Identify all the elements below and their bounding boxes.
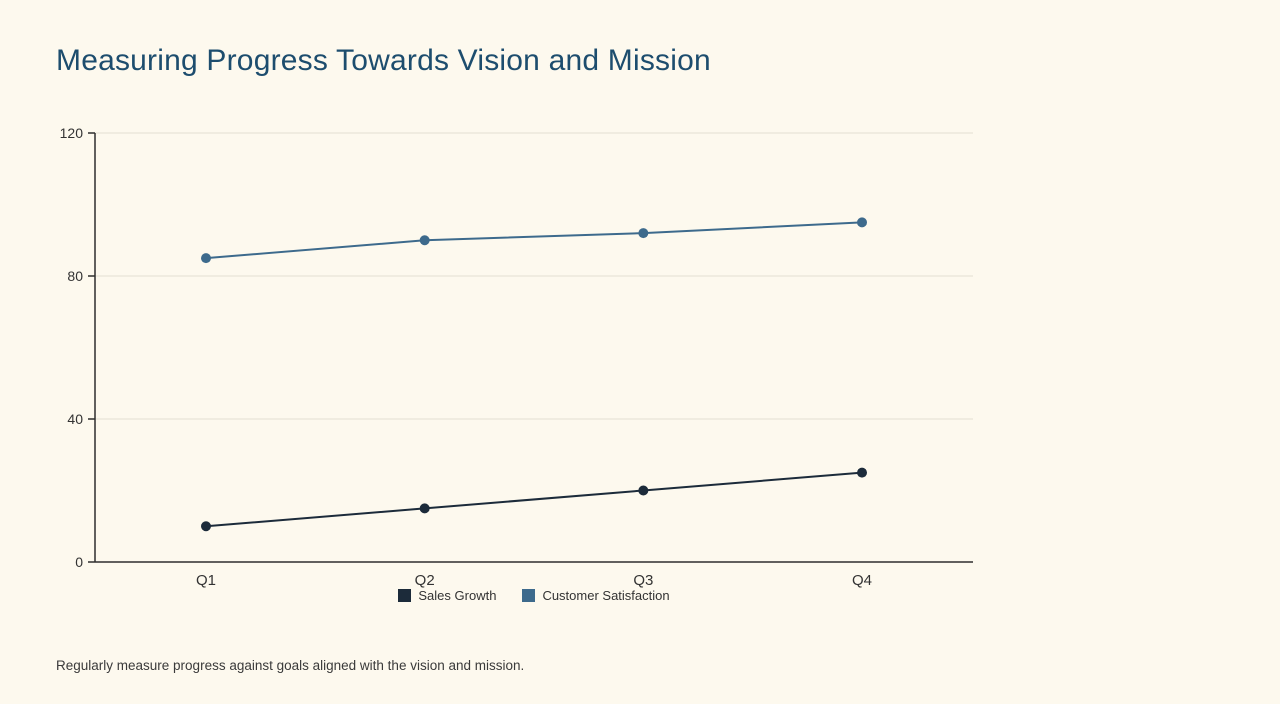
data-point (638, 485, 649, 496)
x-tick-label: Q4 (852, 572, 872, 589)
series-line-sales-growth (205, 471, 863, 528)
footer-note: Regularly measure progress against goals… (56, 658, 525, 673)
data-point (201, 521, 211, 532)
data-point (857, 467, 867, 478)
data-point (419, 235, 430, 246)
x-tick-label: Q2 (415, 572, 435, 589)
line-chart: 0 40 80 120 Q1 Q2 Q3 Q4 (0, 120, 1000, 620)
y-tick-label: 40 (67, 411, 83, 427)
y-tick-label: 0 (75, 554, 83, 570)
legend-item-sales-growth: Sales Growth (398, 588, 496, 603)
bottom-strip (0, 704, 1280, 720)
data-point (201, 253, 211, 264)
y-tick-label: 120 (60, 125, 84, 141)
legend-item-customer-satisfaction: Customer Satisfaction (522, 588, 670, 603)
legend-label: Sales Growth (418, 588, 497, 603)
x-tick-label: Q3 (633, 572, 653, 589)
series-line-customer-satisfaction (205, 221, 863, 260)
chart-title: Measuring Progress Towards Vision and Mi… (56, 44, 711, 77)
data-point (419, 503, 430, 514)
data-point (638, 228, 649, 239)
data-point (857, 217, 867, 228)
chart-legend: Sales Growth Customer Satisfaction (95, 588, 973, 603)
legend-label: Customer Satisfaction (542, 588, 670, 603)
y-tick-label: 80 (67, 268, 83, 284)
legend-swatch (522, 589, 536, 602)
x-tick-label: Q1 (196, 572, 216, 589)
chart-svg: 0 40 80 120 Q1 Q2 Q3 Q4 (60, 125, 973, 589)
legend-swatch (398, 589, 412, 602)
